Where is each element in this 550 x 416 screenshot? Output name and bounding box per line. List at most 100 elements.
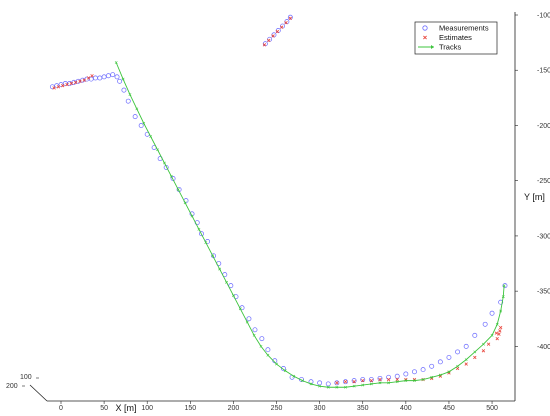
- measurement-point: [368, 377, 374, 382]
- estimate-point: [495, 336, 499, 341]
- track-point: [395, 380, 399, 384]
- measurement-point: [246, 316, 252, 322]
- y-tick-label: -250: [537, 178, 550, 185]
- measurement-point: [334, 380, 340, 386]
- estimate-point: [361, 378, 365, 383]
- measurement-point: [317, 380, 323, 386]
- estimate-point: [494, 331, 499, 335]
- estimate-point: [65, 82, 69, 87]
- z-axis-line: [29, 384, 48, 402]
- x-tick-label: 100: [141, 405, 153, 412]
- measurement-point: [105, 73, 111, 79]
- track-point: [438, 373, 442, 377]
- measurement-point: [259, 336, 265, 342]
- measurement-point: [163, 164, 169, 170]
- estimate-point: [284, 21, 288, 25]
- track-point: [335, 385, 339, 389]
- track-point: [204, 241, 208, 244]
- measurement-point: [280, 366, 286, 371]
- measurement-point: [325, 381, 331, 387]
- x-tick-label: 300: [314, 405, 326, 412]
- track-point: [473, 350, 477, 354]
- measurement-point: [58, 82, 64, 88]
- track-point: [447, 370, 451, 374]
- track-point: [378, 381, 382, 385]
- measurement-point: [138, 123, 144, 128]
- y-tick-label: -400: [537, 344, 550, 351]
- measurement-point: [97, 75, 103, 81]
- track-point: [464, 358, 468, 362]
- track-point: [495, 322, 499, 326]
- measurement-point: [287, 14, 293, 20]
- track-point: [163, 161, 166, 165]
- legend-marker-x: [423, 35, 427, 40]
- estimate-point: [61, 84, 65, 88]
- track-point: [266, 353, 270, 357]
- measurement-point: [351, 378, 357, 384]
- track-point: [128, 93, 132, 96]
- estimate-point: [378, 377, 382, 382]
- track-point: [252, 333, 256, 337]
- track-point: [456, 364, 459, 368]
- estimate-point: [486, 342, 491, 346]
- estimate-point: [82, 78, 86, 82]
- y-tick-label: -300: [537, 233, 550, 240]
- estimate-point: [369, 378, 374, 383]
- estimate-point: [498, 325, 503, 330]
- track-point: [114, 61, 118, 64]
- track-point: [245, 320, 249, 324]
- legend-marker-circle: [422, 25, 428, 31]
- x-tick-label: 450: [443, 405, 455, 412]
- measurement-point: [132, 114, 138, 120]
- estimate-point: [497, 332, 501, 336]
- estimate-point: [56, 85, 61, 89]
- measurement-point: [489, 310, 495, 316]
- measurement-point: [199, 231, 204, 237]
- z-tick-label: 200: [6, 383, 18, 390]
- track-point: [283, 369, 287, 373]
- measurement-point: [114, 74, 120, 80]
- measurement-point: [394, 373, 400, 379]
- track-point: [501, 295, 505, 299]
- track-point: [197, 227, 201, 231]
- track-point: [404, 379, 408, 383]
- track-point: [413, 379, 416, 383]
- legend-box: [414, 21, 498, 55]
- measurement-point: [482, 321, 488, 327]
- track-point: [318, 384, 322, 388]
- x-tick-label: 200: [228, 405, 240, 412]
- track-point: [225, 280, 228, 284]
- measurement-point: [110, 72, 116, 78]
- estimate-point: [271, 34, 275, 38]
- track-point: [232, 294, 235, 297]
- track-point: [300, 379, 304, 383]
- measurement-point: [437, 359, 443, 365]
- track-point: [430, 375, 434, 379]
- estimate-point: [464, 362, 468, 366]
- track-point: [309, 382, 313, 386]
- estimate-point: [386, 377, 391, 382]
- measurement-point: [117, 78, 123, 84]
- estimate-point: [481, 349, 486, 353]
- track-point: [259, 344, 263, 348]
- x-tick-label: 350: [357, 405, 369, 412]
- track-point: [361, 383, 365, 387]
- estimate-point: [288, 16, 293, 20]
- y-tick-label: -100: [537, 13, 550, 20]
- z-tick-label: 100: [20, 374, 32, 381]
- track-point: [275, 362, 278, 366]
- measurement-point: [463, 343, 469, 349]
- estimate-point: [473, 355, 477, 360]
- track-point: [183, 201, 187, 205]
- measurement-point: [101, 74, 107, 80]
- marks-layer: [49, 14, 508, 389]
- estimate-point: [52, 86, 56, 90]
- measurement-point: [170, 176, 176, 181]
- track-point: [238, 307, 242, 311]
- measurement-point: [502, 283, 508, 289]
- track-point: [502, 284, 506, 288]
- measurement-point: [121, 87, 127, 93]
- measurement-point: [93, 75, 98, 81]
- measurement-point: [265, 347, 271, 353]
